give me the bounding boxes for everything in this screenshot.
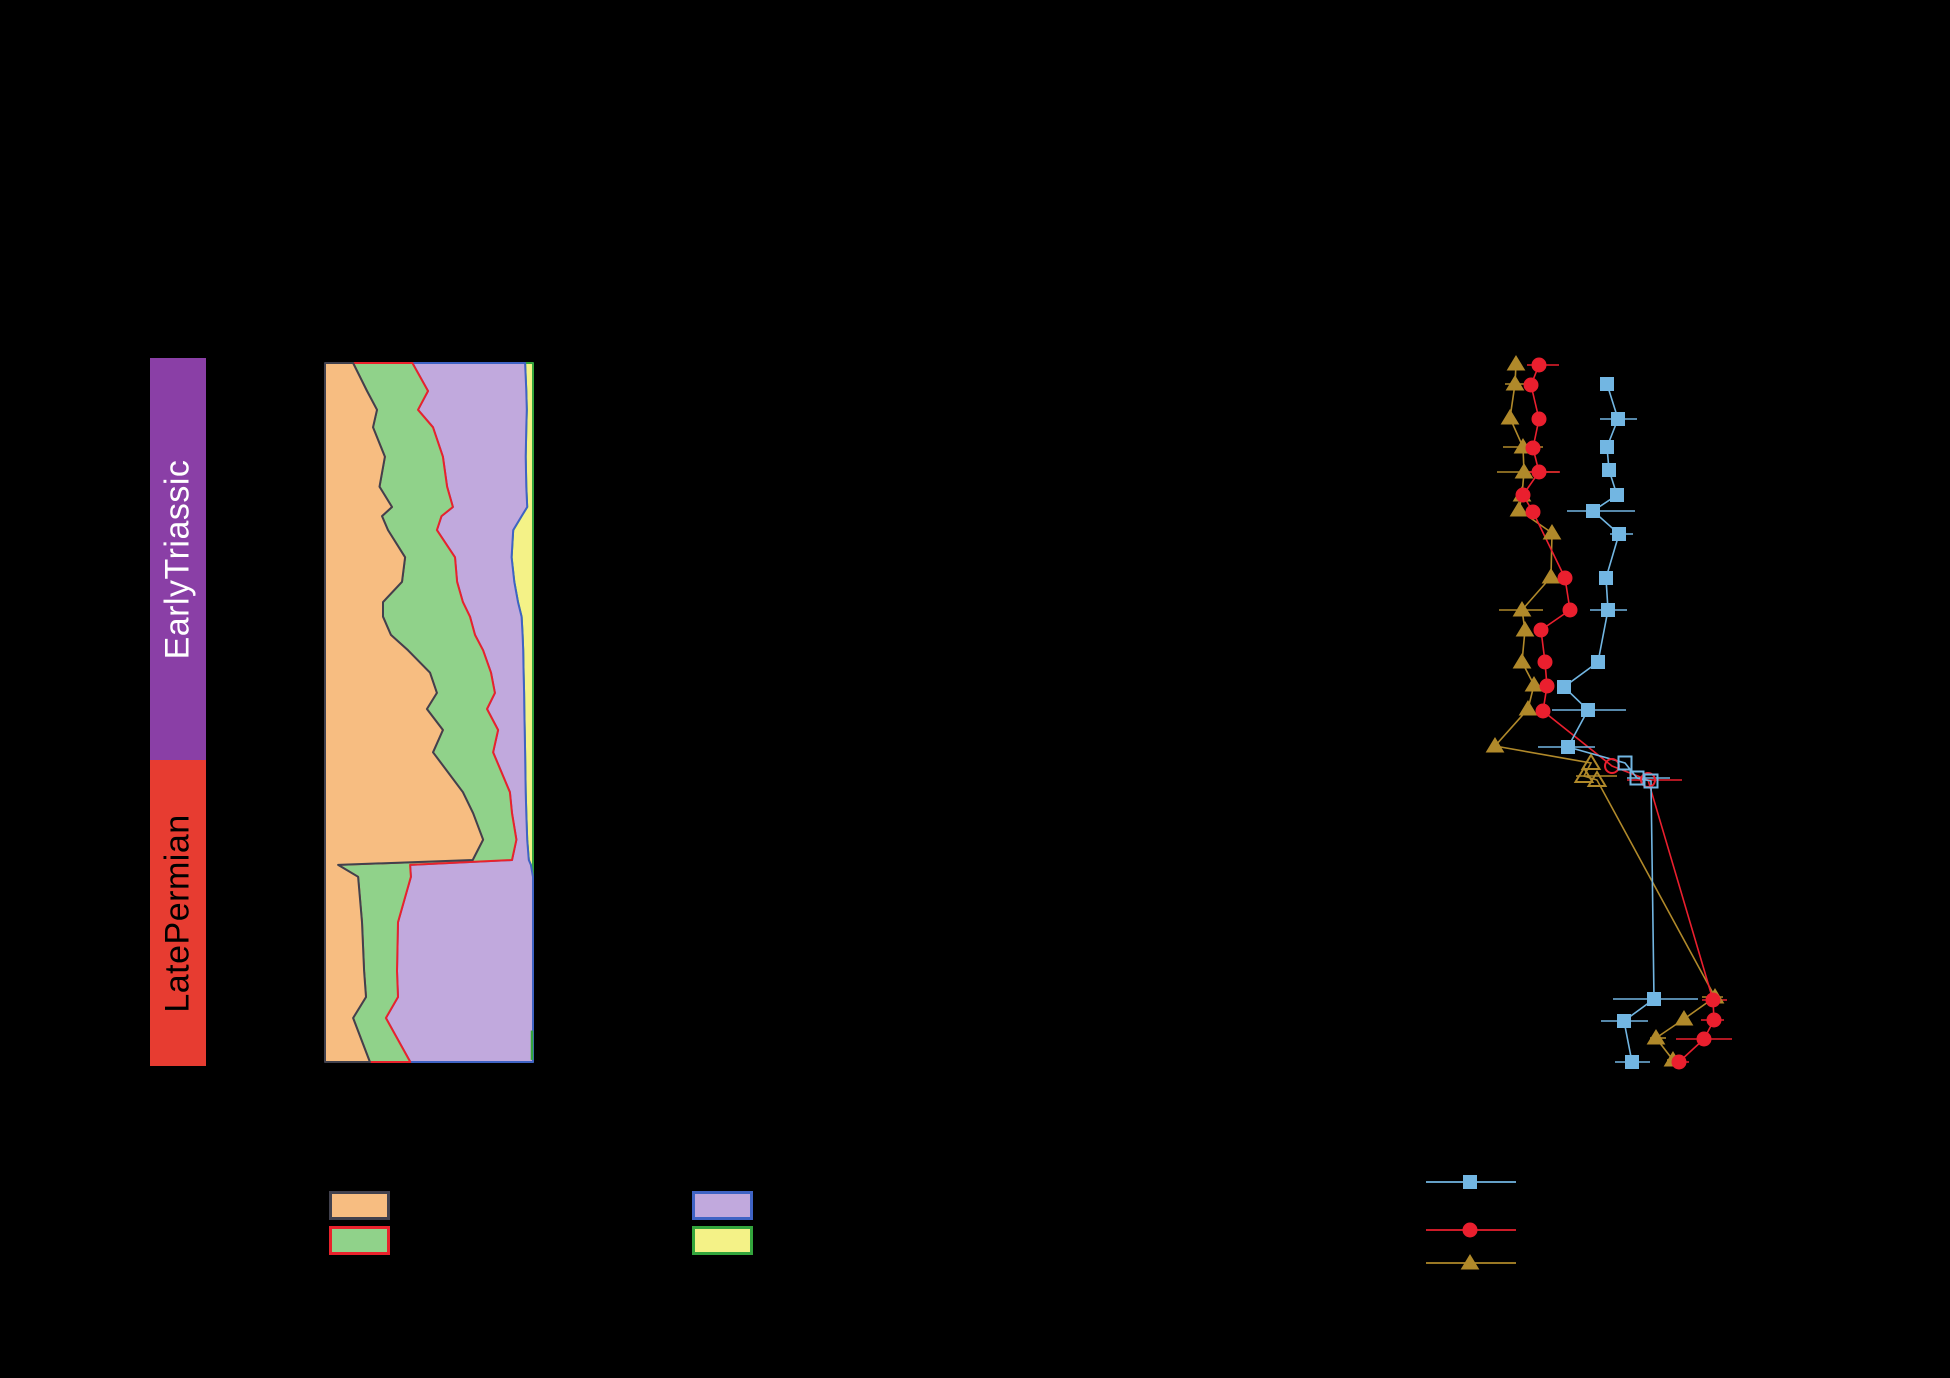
blue-squares-marker [1647, 992, 1661, 1006]
blue-squares-marker [1591, 655, 1605, 669]
blue-squares-marker [1602, 463, 1616, 477]
legend-swatch-band-1 [329, 1191, 390, 1220]
gold-triangles-marker [1524, 676, 1544, 692]
depth-profile-scatter-chart [1485, 355, 1732, 1070]
gold-triangles-marker [1485, 737, 1505, 753]
blue-squares-marker [1557, 680, 1571, 694]
gold-triangles-open-marker [1586, 770, 1608, 787]
blue-squares-marker [1561, 740, 1575, 754]
epoch-label-early-triassic: EarlyTriassic [158, 459, 197, 659]
red-circles-marker [1539, 678, 1555, 694]
red-circles-marker [1705, 992, 1721, 1008]
red-circles-marker [1531, 464, 1547, 480]
legend-red-circles-marker [1462, 1222, 1478, 1238]
blue-squares-marker [1611, 412, 1625, 426]
epoch-label-late-permian: LatePermian [158, 813, 197, 1013]
gold-triangles-marker [1518, 700, 1538, 716]
legend-swatch-band-3 [692, 1191, 753, 1220]
gold-triangles-marker [1646, 1029, 1666, 1045]
blue-squares-open-marker [1643, 773, 1659, 789]
gold-triangles-marker [1542, 524, 1562, 540]
red-circles-marker [1531, 357, 1547, 373]
red-circles-marker [1562, 602, 1578, 618]
stacked-area-chart [324, 362, 534, 1063]
gold-triangles-marker [1515, 621, 1535, 637]
blue-squares-marker [1600, 440, 1614, 454]
blue-squares-marker [1610, 488, 1624, 502]
legend-swatch-band-2 [329, 1226, 390, 1255]
red-circles-marker [1523, 377, 1539, 393]
red-circles-marker [1515, 487, 1531, 503]
epoch-segment-early-triassic: EarlyTriassic [150, 358, 206, 760]
red-circles-marker [1531, 411, 1547, 427]
legend-gold-triangles-marker [1460, 1254, 1480, 1270]
area-band-1 [324, 362, 485, 1063]
red-circles-marker [1535, 703, 1551, 719]
blue-squares-marker [1617, 1014, 1631, 1028]
blue-squares-line [1562, 383, 1655, 1063]
legend-swatch-band-4 [692, 1226, 753, 1255]
blue-squares-marker [1600, 377, 1614, 391]
red-circles-marker [1537, 654, 1553, 670]
gold-triangles-marker [1674, 1010, 1694, 1026]
gold-triangles-marker [1512, 653, 1532, 669]
gold-triangles-marker [1506, 355, 1526, 371]
red-circles-marker [1696, 1031, 1712, 1047]
gold-triangles-open-marker [1573, 766, 1595, 783]
blue-squares-open-marker [1617, 755, 1633, 771]
epoch-segment-late-permian: LatePermian [150, 760, 206, 1066]
red-circles-marker [1533, 622, 1549, 638]
blue-squares-marker [1625, 1055, 1639, 1069]
blue-squares-marker [1601, 603, 1615, 617]
blue-squares-marker [1599, 571, 1613, 585]
red-circles-marker [1671, 1054, 1687, 1070]
scatter-chart-legend [1426, 1175, 1516, 1270]
blue-squares-marker [1612, 527, 1626, 541]
blue-squares-marker [1586, 504, 1600, 518]
gold-triangles-marker [1509, 501, 1529, 517]
gold-triangles-marker [1541, 568, 1561, 584]
red-circles-marker [1706, 1012, 1722, 1028]
gold-triangles-marker [1505, 375, 1525, 391]
red-circles-marker [1557, 570, 1573, 586]
gold-triangles-marker [1514, 463, 1534, 479]
blue-squares-marker [1581, 703, 1595, 717]
red-circles-marker [1525, 504, 1541, 520]
gold-triangles-open-marker [1580, 753, 1602, 770]
red-circles-line [1522, 364, 1715, 1063]
legend-blue-squares-marker [1463, 1175, 1477, 1189]
gold-triangles-marker [1500, 409, 1520, 425]
gold-triangles-line [1493, 363, 1717, 1061]
red-circles-marker [1525, 440, 1541, 456]
gold-triangles-marker [1512, 601, 1532, 617]
